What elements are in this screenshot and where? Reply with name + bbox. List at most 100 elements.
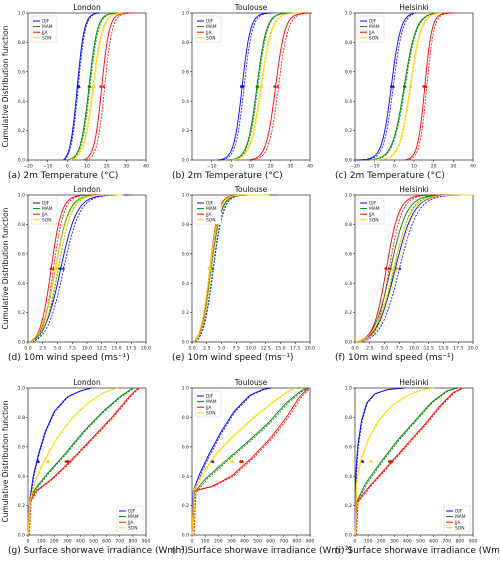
median-marker-model-djf	[398, 266, 402, 270]
x-tick-label: 10.0	[246, 346, 256, 352]
x-tick-label: 600	[102, 539, 111, 545]
legend-label-djf: DJF	[369, 19, 377, 25]
x-tick-label: 500	[253, 539, 262, 545]
median-marker-djf	[390, 85, 393, 88]
series-line-dashed-son	[31, 194, 125, 343]
legend-label-jja: JJA	[454, 520, 461, 526]
x-axis-label: (d) 10m wind speed (ms⁻¹)	[8, 353, 130, 363]
x-tick-label: 300	[227, 539, 236, 545]
legend-label-djf: DJF	[206, 19, 214, 25]
x-tick-label: 17.5	[290, 346, 300, 352]
legend-label-mam: MAM	[206, 206, 217, 212]
legend-label-son: SON	[206, 217, 216, 223]
legend-label-djf: DJF	[42, 201, 50, 207]
x-tick-label: 10	[248, 164, 254, 170]
x-tick-label: 100	[201, 539, 210, 545]
x-tick-label: 20	[431, 164, 437, 170]
x-tick-label: 0	[354, 539, 357, 545]
x-tick-label: 900	[306, 539, 315, 545]
median-marker-model-son	[395, 266, 400, 270]
x-tick-label: 700	[442, 539, 451, 545]
y-tick-label: 0.0	[18, 340, 25, 346]
series-line-jja	[82, 12, 135, 161]
y-tick-label: 0.8	[345, 40, 352, 46]
y-tick-label: 0.0	[345, 158, 352, 164]
x-axis-label: (b) 2m Temperature (°C)	[172, 171, 283, 181]
x-tick-label: −20	[350, 164, 360, 170]
legend-box	[194, 390, 222, 418]
series-line-jja	[247, 12, 312, 161]
y-tick-label: 1.0	[182, 386, 189, 392]
y-axis-label: Cumulative Distribution function	[1, 25, 10, 147]
series-line-dashed-djf	[219, 12, 273, 161]
legend-label-jja: JJA	[368, 212, 375, 218]
x-tick-label: 200	[214, 539, 223, 545]
median-marker-model-mam	[88, 84, 92, 88]
y-tick-label: 0.8	[18, 415, 25, 421]
y-tick-label: 1.0	[345, 386, 352, 392]
median-marker-djf	[239, 85, 243, 88]
x-tick-label: 2.5	[366, 346, 373, 352]
y-tick-label: 1.0	[18, 386, 25, 392]
legend-label-djf: DJF	[369, 201, 377, 207]
panel-title: Helsinki	[399, 3, 429, 12]
median-marker-model-djf	[211, 459, 215, 463]
y-tick-label: 0.8	[182, 415, 189, 421]
y-tick-label: 0.8	[18, 40, 25, 46]
series-line-dashed-mam	[365, 12, 443, 161]
y-tick-label: 0.2	[18, 503, 25, 509]
x-tick-label: 40	[307, 164, 313, 170]
series-line-dashed-son	[28, 387, 118, 536]
legend-box	[443, 505, 471, 533]
x-tick-label: 500	[416, 539, 425, 545]
y-tick-label: 0.2	[18, 310, 25, 316]
x-tick-label: 7.5	[233, 346, 240, 352]
panel-3: London 0.0 2.5 5.0 7.5 10.0 12.5 15.0 17.5 20.0 0.…	[1, 185, 151, 363]
x-tick-label: 5.0	[218, 346, 225, 352]
legend-label-djf: DJF	[42, 19, 50, 25]
y-tick-label: 0.6	[18, 251, 25, 257]
x-tick-label: 40	[143, 164, 149, 170]
y-tick-label: 0.2	[345, 310, 352, 316]
x-tick-label: 30	[450, 164, 456, 170]
x-tick-label: 10	[84, 164, 90, 170]
panel-8: Helsinki 0 100 200 300 400 500 600 700 800 900 0.0 0…	[335, 378, 500, 556]
panel-6: London 0 100 200 300 400 500 600 700 800 900 0.0 0.2…	[1, 378, 188, 556]
median-marker-jja	[239, 460, 242, 463]
y-tick-label: 0.6	[18, 69, 25, 75]
x-tick-label: 200	[377, 539, 386, 545]
x-tick-label: 700	[279, 539, 288, 545]
y-tick-label: 0.4	[18, 99, 25, 105]
y-tick-label: 0.4	[182, 474, 189, 480]
series-line-jja	[356, 194, 450, 343]
x-tick-label: 900	[469, 539, 478, 545]
x-tick-label: 2.5	[203, 346, 210, 352]
series-line-dashed-mam	[68, 12, 122, 161]
series-line-dashed-jja	[31, 194, 102, 343]
median-marker-model-son	[46, 459, 50, 463]
x-tick-label: 400	[240, 539, 249, 545]
x-axis-label: (a) 2m Temperature (°C)	[8, 171, 118, 181]
y-tick-label: 0.2	[345, 503, 352, 509]
x-tick-label: 400	[76, 539, 85, 545]
panel-title: London	[73, 185, 101, 194]
x-tick-label: 30	[123, 164, 129, 170]
series-line-djf	[191, 387, 271, 536]
x-tick-label: 12.5	[261, 346, 271, 352]
panel-0: London −20 −10 0 10 20 30 40 0.0 0.2 0.4 0.6 0.8 1.0 (…	[1, 3, 149, 181]
series-line-djf	[63, 12, 99, 161]
x-tick-label: 10.0	[409, 346, 419, 352]
legend-label-mam: MAM	[128, 514, 139, 520]
x-tick-label: 900	[142, 539, 151, 545]
median-marker-model-djf	[241, 84, 245, 88]
series-line-dashed-mam	[355, 387, 459, 536]
legend-label-jja: JJA	[41, 30, 48, 36]
x-tick-label: 7.5	[396, 346, 403, 352]
series-line-jja	[28, 194, 99, 343]
y-tick-label: 0.0	[182, 158, 189, 164]
legend-label-jja: JJA	[41, 212, 48, 218]
y-tick-label: 0.8	[182, 40, 189, 46]
x-tick-label: 20.0	[141, 346, 151, 352]
median-marker-model-son	[369, 459, 373, 463]
